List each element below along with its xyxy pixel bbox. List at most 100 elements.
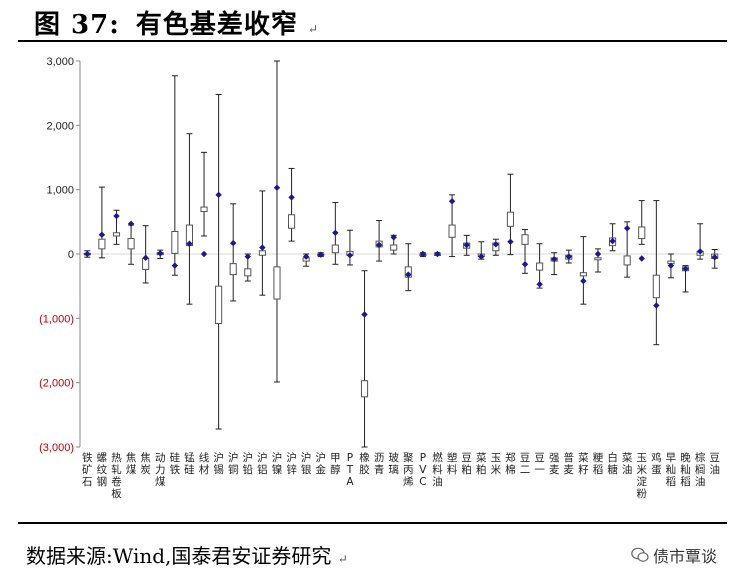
box (244, 268, 252, 277)
current-marker (317, 251, 324, 258)
current-marker (288, 194, 295, 201)
chart-title: 有色基差收窄 (135, 10, 298, 40)
box (229, 263, 237, 276)
current-marker (405, 271, 412, 278)
return-mark-icon: ↵ (337, 552, 348, 566)
x-tick-label: 豆一 (534, 452, 545, 476)
x-tick-label: 热轧卷板 (111, 451, 122, 500)
x-tick-label: 沪金 (316, 451, 327, 476)
x-tick-label: 沥青 (374, 452, 385, 476)
current-marker (171, 262, 179, 269)
x-tick-label: 橡胶 (359, 451, 370, 476)
x-tick-label: 郑棉 (505, 451, 516, 476)
x-tick-label: 硅铁 (170, 451, 181, 476)
x-tick-label: 棕榈油 (695, 451, 706, 488)
current-marker (478, 253, 485, 260)
current-marker (84, 250, 91, 258)
current-marker (142, 254, 149, 262)
x-tick-label: 焦煤 (126, 451, 137, 476)
x-tick-label: 沪镍 (272, 451, 283, 476)
current-marker (157, 250, 164, 257)
current-marker (609, 237, 616, 245)
current-marker (551, 255, 558, 263)
x-tick-label: 燃料油 (432, 451, 443, 488)
x-tick-label: 强麦 (549, 452, 560, 476)
box (215, 285, 223, 324)
bottom-rule (18, 522, 727, 524)
box (521, 234, 529, 245)
current-marker (332, 229, 339, 236)
current-marker (302, 253, 310, 260)
x-tick-label: 早籼稻 (666, 452, 677, 488)
current-marker (594, 250, 602, 258)
x-tick-label: 沪锡 (213, 451, 224, 476)
current-marker (711, 254, 718, 261)
box (448, 224, 456, 238)
box (112, 232, 121, 237)
return-mark-icon: ↵ (307, 22, 320, 36)
current-marker (507, 238, 514, 245)
box (273, 266, 281, 300)
y-tick-label: 3,000 (46, 56, 74, 68)
current-marker (463, 241, 470, 249)
current-marker (492, 241, 500, 248)
current-marker (98, 231, 106, 238)
x-tick-label: 铁矿石 (82, 451, 93, 488)
boxplot-chart: 3,000 2,000 1,000 0 (1,000) (2,000) (3,000) 铁矿石… (39, 56, 722, 500)
y-tick-label: (2,000) (39, 378, 74, 390)
brand-watermark: 债市覃谈 (631, 543, 717, 567)
box (390, 244, 398, 251)
current-marker (230, 239, 237, 247)
y-tick-label: 2,000 (46, 120, 74, 132)
x-tick-label: 玻璃 (388, 451, 399, 476)
y-tick-label: (1,000) (39, 313, 74, 325)
x-tick-label: 玉米淀粉 (637, 452, 648, 500)
current-marker (273, 184, 281, 191)
box (331, 244, 339, 254)
x-tick-label: 聚丙烯 (403, 452, 414, 488)
top-rule (18, 40, 727, 42)
x-tick-label: 沪银 (301, 451, 312, 476)
wechat-icon (631, 547, 649, 562)
x-tick-label: 塑料 (447, 451, 458, 476)
x-tick-label: 甲醇 (330, 452, 341, 476)
current-marker (215, 191, 222, 199)
box (127, 238, 135, 250)
x-tick-label: 菜油 (622, 452, 633, 476)
current-marker (390, 234, 397, 241)
x-tick-label: 鸡蛋 (651, 451, 662, 476)
x-tick-label: 沪铜 (228, 451, 239, 476)
x-tick-label: 玉米 (491, 452, 502, 476)
box (638, 226, 646, 240)
x-tick-label: 动力煤 (155, 452, 166, 488)
current-marker (696, 248, 704, 255)
current-marker (448, 198, 456, 205)
x-tick-label: 沪铅 (243, 451, 254, 476)
x-tick-label: 螺纹钢 (97, 452, 108, 488)
x-tick-label: 菜籽 (578, 452, 589, 476)
current-marker (244, 253, 251, 260)
brand-name: 债市覃谈 (652, 547, 717, 566)
box (288, 214, 296, 229)
current-marker (419, 250, 427, 258)
box (594, 257, 602, 261)
box (536, 262, 544, 271)
current-marker (536, 281, 543, 288)
current-marker (361, 311, 368, 318)
x-tick-label: 晚籼稻 (680, 452, 691, 488)
box (98, 238, 106, 250)
box (506, 211, 514, 227)
x-tick-label: 线材 (199, 451, 210, 476)
box (200, 206, 208, 213)
box (171, 230, 179, 254)
current-marker (259, 244, 266, 251)
current-marker (186, 240, 193, 247)
box (360, 380, 369, 398)
current-marker (565, 253, 572, 260)
current-marker (580, 277, 587, 285)
y-tick-label: 1,000 (46, 185, 74, 197)
x-tick-label: 普麦 (564, 451, 575, 476)
y-tick-label: (3,000) (39, 442, 74, 454)
source-note: 数据来源:Wind,国泰君安证券研究 ↵ (26, 540, 348, 569)
